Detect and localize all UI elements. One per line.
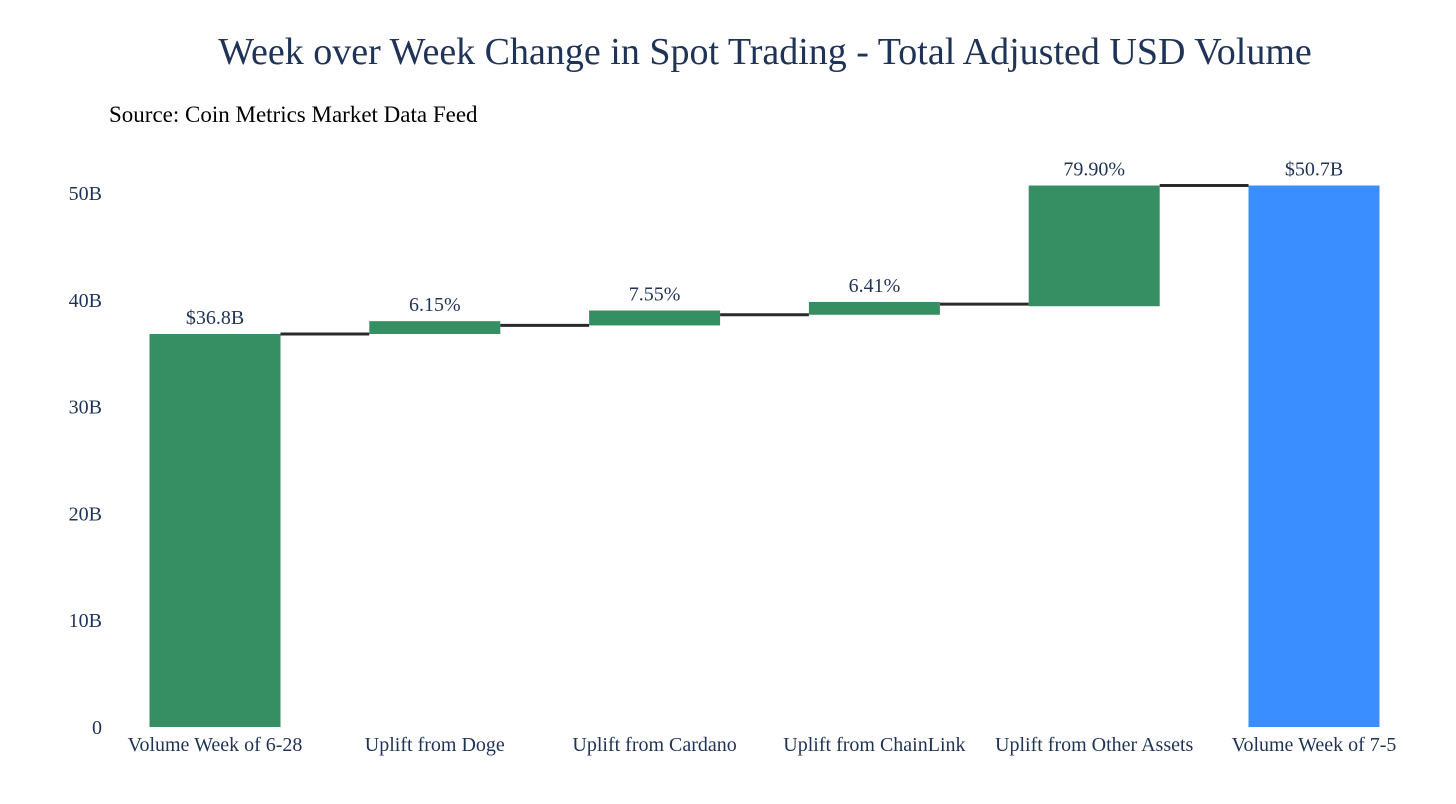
chart-subtitle: Source: Coin Metrics Market Data Feed [109,102,478,127]
bar-0 [149,333,281,727]
bars [149,185,1380,728]
data-label: 6.15% [409,294,461,316]
x-tick-label: Uplift from Doge [365,734,505,756]
y-axis-ticks: 0 10B 20B 30B 40B 50B [69,183,102,739]
chart-title: Week over Week Change in Spot Trading - … [218,31,1312,73]
x-tick-label: Volume Week of 6-28 [128,734,303,756]
y-tick-label: 0 [92,717,102,739]
y-tick-label: 20B [69,503,102,525]
x-tick-label: Uplift from ChainLink [783,734,965,756]
y-tick-label: 50B [69,183,102,205]
x-tick-label: Uplift from Cardano [572,734,736,756]
data-labels: $36.8B 6.15% 7.55% 6.41% 79.90% $50.7B [186,159,1343,329]
x-tick-label: Volume Week of 7-5 [1232,734,1397,756]
connector-lines [280,184,1249,336]
y-tick-label: 30B [69,397,102,419]
y-tick-label: 10B [69,610,102,632]
bar-4 [1028,185,1160,307]
data-label: 79.90% [1063,159,1125,181]
data-label: $50.7B [1285,159,1343,181]
bar-2 [589,310,721,326]
y-tick-label: 40B [69,290,102,312]
bar-1 [369,321,501,334]
bar-5 [1248,185,1380,728]
bar-3 [808,301,940,315]
x-tick-label: Uplift from Other Assets [995,734,1194,756]
data-label: 6.41% [849,275,901,297]
data-label: 7.55% [629,283,681,305]
x-axis-ticks: Volume Week of 6-28 Uplift from Doge Uplif… [128,734,1397,756]
data-label: $36.8B [186,307,244,329]
